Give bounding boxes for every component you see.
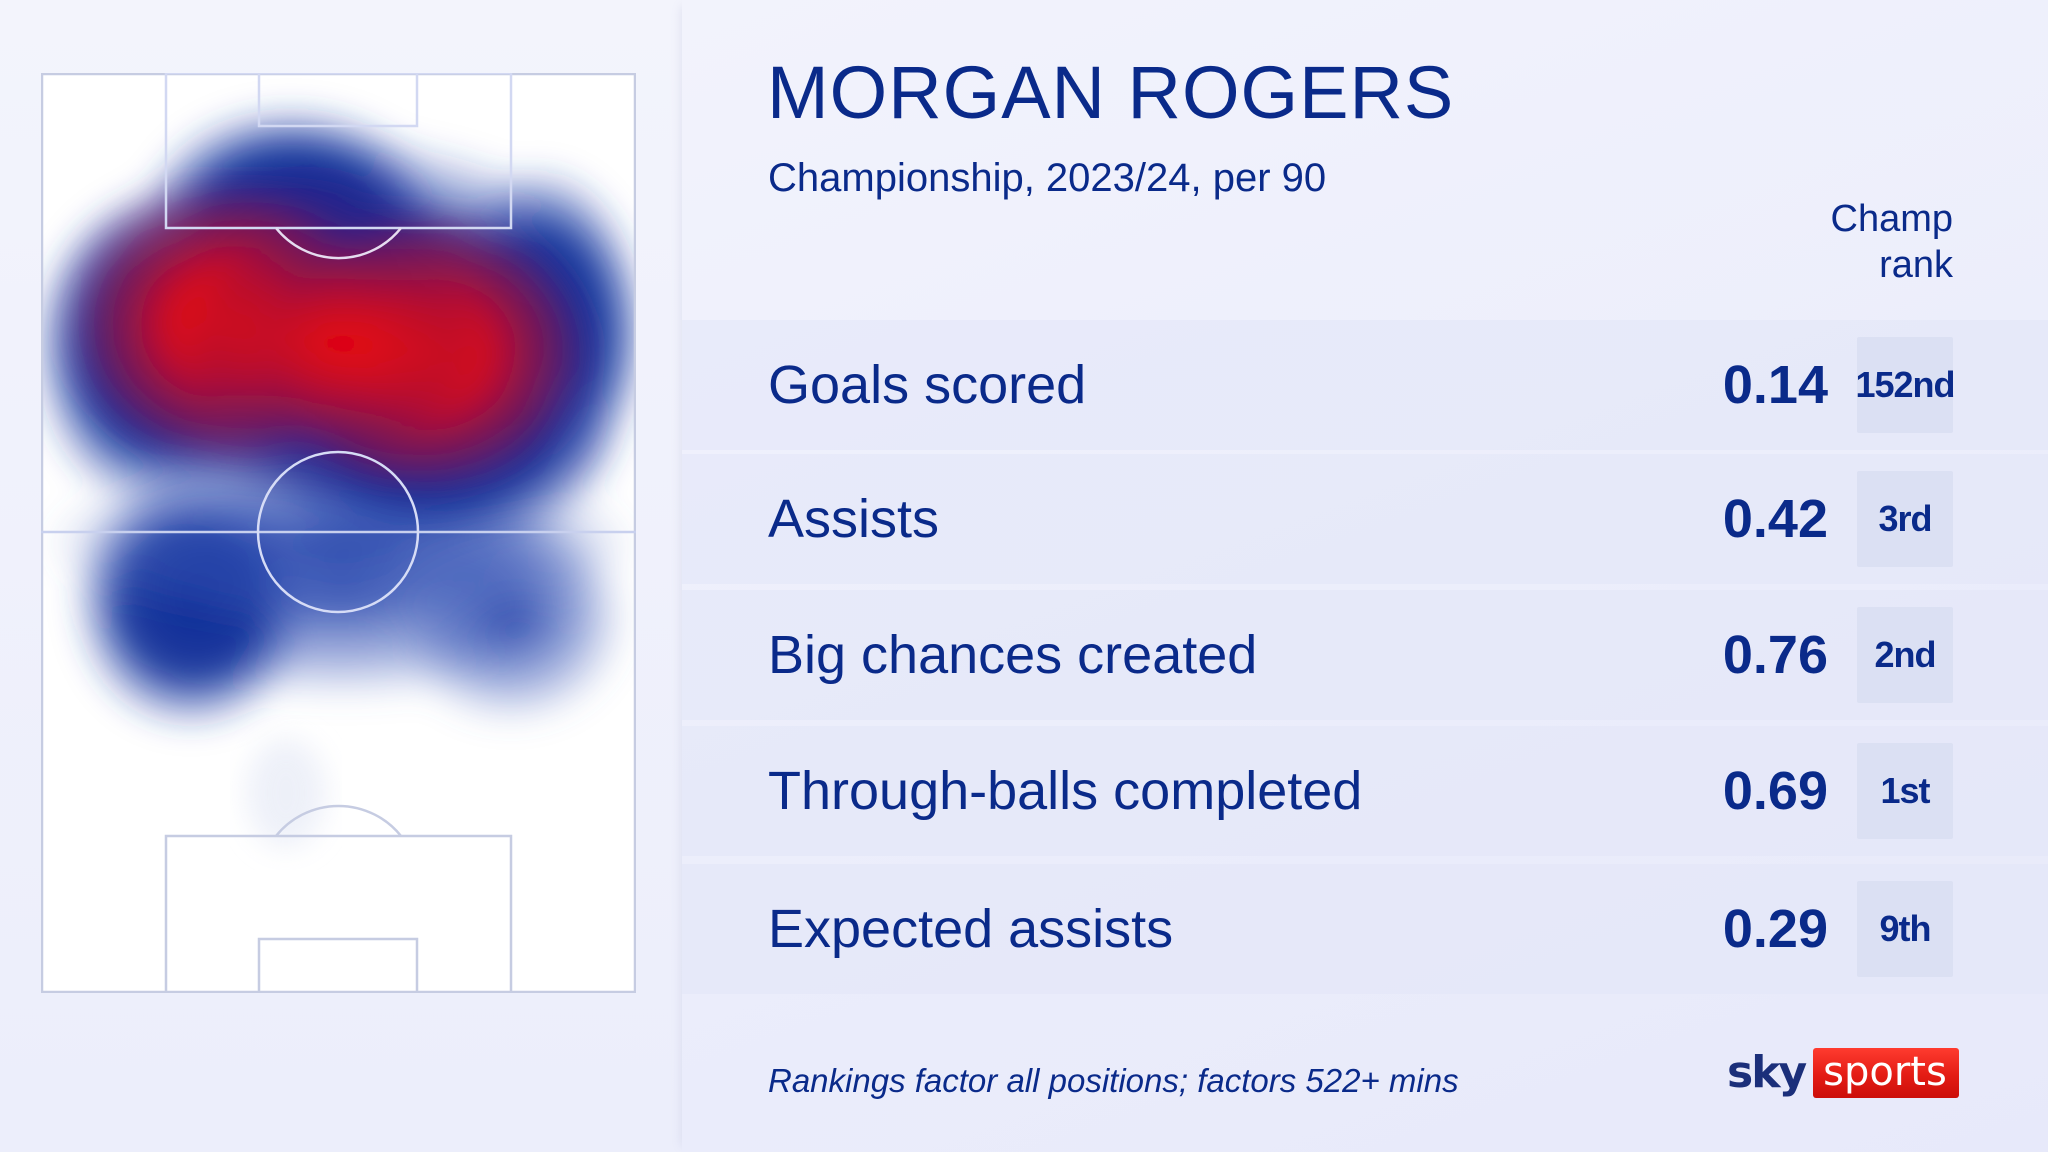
bottom-six-yard-box	[257, 937, 419, 993]
stat-label: Expected assists	[768, 899, 1174, 959]
stat-row-assists: Assists 0.42 3rd	[682, 454, 2048, 584]
logo-sky-text: sky	[1727, 1047, 1807, 1098]
pitch-heatmap	[41, 73, 636, 993]
stat-label: Big chances created	[768, 625, 1258, 685]
rank-header-line1: Champ	[1830, 198, 1954, 240]
rank-column-header: Champ rank	[1753, 196, 1954, 288]
stat-value: 0.69	[1722, 761, 1828, 821]
stat-value: 0.76	[1722, 625, 1828, 685]
stat-value: 0.14	[1722, 355, 1828, 415]
rank-badge: 9th	[1857, 881, 1953, 977]
stat-value: 0.42	[1722, 489, 1828, 549]
heatmap-layer	[41, 103, 636, 848]
top-six-yard-box	[257, 73, 419, 128]
bottom-penalty-box	[164, 834, 513, 993]
sky-sports-logo: sky sports	[1727, 1048, 1959, 1098]
rank-badge: 1st	[1857, 743, 1953, 839]
rank-badge: 152nd	[1855, 337, 1956, 433]
bottom-penalty-arc	[275, 804, 402, 837]
stat-label: Through-balls completed	[768, 761, 1363, 821]
centre-circle	[256, 450, 420, 614]
footnote: Rankings factor all positions; factors 5…	[768, 1062, 1459, 1099]
player-name-title: MORGAN ROGERS	[767, 51, 1455, 134]
top-penalty-box	[164, 73, 513, 230]
top-penalty-arc	[275, 227, 402, 260]
stat-label: Assists	[768, 489, 940, 549]
stat-row-goals-scored: Goals scored 0.14 152nd	[682, 320, 2048, 450]
stat-row-big-chances-created: Big chances created 0.76 2nd	[682, 590, 2048, 720]
competition-subtitle: Championship, 2023/24, per 90	[768, 156, 1327, 200]
stat-row-through-balls-completed: Through-balls completed 0.69 1st	[682, 726, 2048, 856]
rank-badge: 2nd	[1857, 607, 1953, 703]
stats-panel: MORGAN ROGERS Championship, 2023/24, per…	[682, 0, 2048, 1152]
rank-header-line2: rank	[1879, 244, 1953, 286]
stat-row-expected-assists: Expected assists 0.29 9th	[682, 864, 2048, 994]
stat-label: Goals scored	[768, 355, 1087, 415]
logo-sports-text: sports	[1813, 1048, 1959, 1098]
stat-value: 0.29	[1722, 899, 1828, 959]
pitch-markings	[41, 73, 636, 993]
rank-badge: 3rd	[1857, 471, 1953, 567]
heatmap-panel	[0, 0, 682, 1152]
